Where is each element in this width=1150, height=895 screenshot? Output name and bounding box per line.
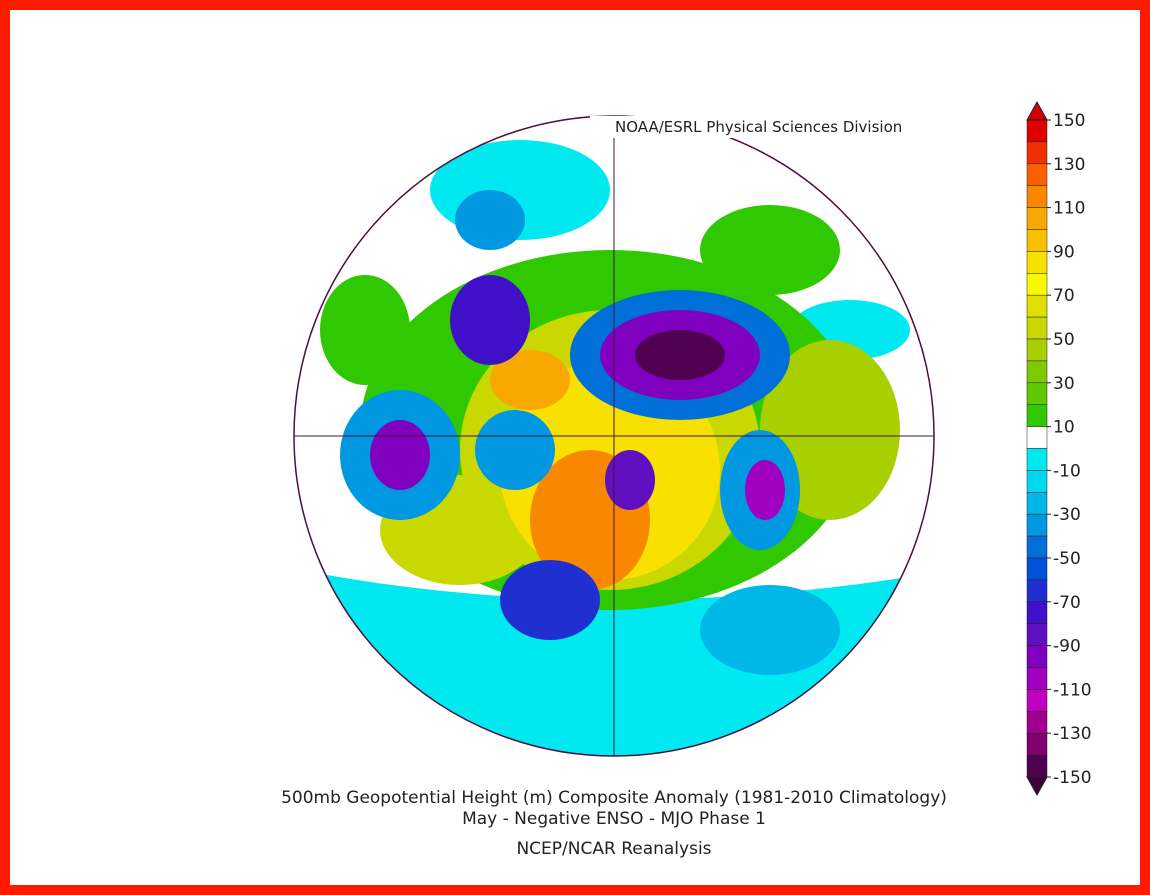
title-line: 500mb Geopotential Height (m) Composite … <box>281 788 947 808</box>
title-line: May - Negative ENSO - MJO Phase 1 <box>462 809 766 829</box>
colorbar-label: 70 <box>1053 286 1075 306</box>
colorbar-bin <box>1026 229 1048 252</box>
colorbar-label: 110 <box>1053 199 1085 219</box>
colorbar-label: -70 <box>1053 593 1081 613</box>
colorbar-bin <box>1026 119 1048 143</box>
colorbar-label: -10 <box>1053 461 1081 481</box>
colorbar-bin <box>1026 163 1048 186</box>
colorbar-bin <box>1026 579 1048 603</box>
colorbar-label: 150 <box>1053 111 1085 131</box>
colorbar-bin <box>1026 732 1048 756</box>
colorbar-bin <box>1026 426 1048 449</box>
colorbar-bin <box>1026 513 1048 537</box>
colorbar-label: 90 <box>1053 242 1075 262</box>
colorbar-label: -150 <box>1053 768 1092 788</box>
colorbar-label: 10 <box>1053 418 1075 438</box>
colorbar-bin <box>1026 448 1048 471</box>
colorbar-bin <box>1026 294 1048 318</box>
colorbar-bin <box>1026 492 1048 515</box>
colorbar-bin <box>1026 338 1048 362</box>
colorbar-bin <box>1026 185 1048 208</box>
colorbar-label: -90 <box>1053 637 1081 657</box>
colorbar-label: 50 <box>1053 330 1075 350</box>
colorbar-bin <box>1026 689 1048 712</box>
colorbar-bin <box>1026 535 1048 559</box>
colorbar-over <box>1026 100 1048 121</box>
colorbar-bin <box>1026 623 1048 646</box>
colorbar-label: -50 <box>1053 549 1081 569</box>
colorbar-bin <box>1026 316 1048 340</box>
colorbar-bin <box>1026 711 1048 734</box>
colorbar-bin <box>1026 601 1048 624</box>
colorbar-under <box>1026 776 1048 797</box>
colorbar-bin <box>1026 754 1048 778</box>
colorbar-bin <box>1026 207 1048 230</box>
colorbar-label: 30 <box>1053 374 1075 394</box>
figure: NOAA/ESRL Physical Sciences Division 150… <box>281 100 1092 859</box>
colorbar-label: -30 <box>1053 505 1081 525</box>
colorbar-bin <box>1026 273 1048 296</box>
colorbar: 150 130 110 90 70 50 30 10 -10 -30 -50 -70 -90 -110 -1… <box>1026 100 1092 797</box>
colorbar-bin <box>1026 141 1048 165</box>
colorbar-label: -130 <box>1053 724 1092 744</box>
colorbar-bin <box>1026 470 1048 493</box>
colorbar-bin <box>1026 557 1048 581</box>
title-line: NCEP/NCAR Reanalysis <box>516 839 711 859</box>
colorbar-label: -110 <box>1053 680 1092 700</box>
colorbar-bin <box>1026 645 1048 668</box>
colorbar-bin <box>1026 360 1048 384</box>
credit-box <box>590 116 930 138</box>
colorbar-bin <box>1026 382 1048 405</box>
colorbar-bin <box>1026 667 1048 690</box>
colorbar-bin <box>1026 404 1048 427</box>
credit: NOAA/ESRL Physical Sciences Division <box>615 118 902 136</box>
colorbar-label: 130 <box>1053 155 1085 175</box>
colorbar-bin <box>1026 251 1048 274</box>
